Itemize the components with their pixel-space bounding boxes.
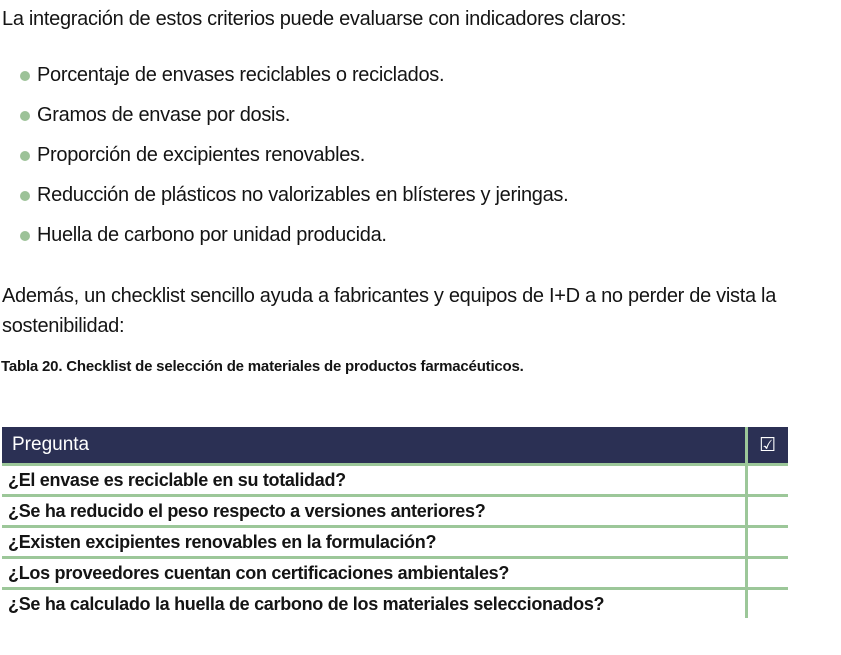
check-cell <box>744 495 788 528</box>
list-item-text: Reducción de plásticos no valorizables e… <box>37 184 569 206</box>
check-cell <box>744 526 788 559</box>
list-item: Proporción de excipientes renovables. <box>20 144 841 167</box>
table-row: ¿Los proveedores cuentan con certificaci… <box>2 557 788 590</box>
column-header-question: Pregunta <box>2 427 746 466</box>
intro-paragraph: La integración de estos criterios puede … <box>2 8 627 30</box>
checklist-intro-paragraph: Además, un checklist sencillo ayuda a fa… <box>2 285 777 337</box>
table-caption: Tabla 20. Checklist de selección de mate… <box>1 358 524 375</box>
bullet-icon <box>20 150 30 161</box>
table-header-row: Pregunta ☑ <box>2 427 788 466</box>
question-cell: ¿Existen excipientes renovables en la fo… <box>2 526 746 559</box>
check-cell <box>744 464 788 497</box>
list-item: Reducción de plásticos no valorizables e… <box>20 184 841 207</box>
table-row: ¿Se ha reducido el peso respecto a versi… <box>2 495 788 528</box>
list-item: Huella de carbono por unidad producida. <box>20 224 841 247</box>
bullet-icon <box>20 190 30 201</box>
question-cell: ¿Se ha calculado la huella de carbono de… <box>8 593 605 614</box>
list-item-text: Gramos de envase por dosis. <box>37 104 291 126</box>
list-item: Gramos de envase por dosis. <box>20 104 841 127</box>
list-item-text: Proporción de excipientes renovables. <box>37 144 365 166</box>
bullet-icon <box>20 110 30 121</box>
check-cell <box>744 557 788 590</box>
check-cell <box>744 588 788 618</box>
bullet-icon <box>20 70 30 81</box>
checklist-table: Pregunta ☑ ¿El envase es reciclable en s… <box>2 427 788 618</box>
indicator-list: Porcentaje de envases reciclables o reci… <box>0 64 841 247</box>
question-cell: ¿Se ha reducido el peso respecto a versi… <box>2 495 746 528</box>
table-row: ¿El envase es reciclable en su totalidad… <box>2 464 788 497</box>
checked-box-icon: ☑ <box>744 427 788 466</box>
question-cell: ¿Los proveedores cuentan con certificaci… <box>2 557 746 590</box>
table-row: ¿Se ha calculado la huella de carbono de… <box>2 588 788 618</box>
list-item-text: Huella de carbono por unidad producida. <box>37 224 387 246</box>
bullet-icon <box>20 230 30 241</box>
question-cell: ¿El envase es reciclable en su totalidad… <box>2 464 746 497</box>
list-item: Porcentaje de envases reciclables o reci… <box>20 64 841 87</box>
list-item-text: Porcentaje de envases reciclables o reci… <box>37 64 445 86</box>
table-row: ¿Existen excipientes renovables en la fo… <box>2 526 788 559</box>
